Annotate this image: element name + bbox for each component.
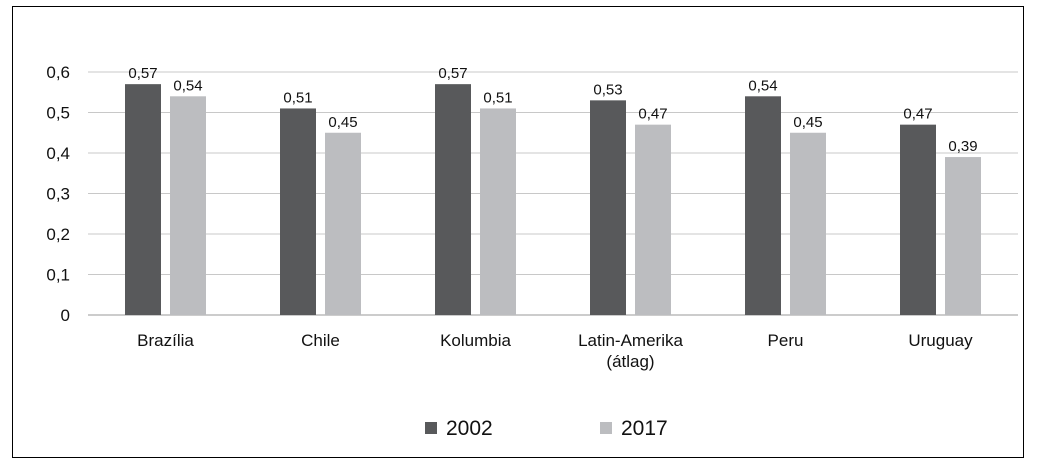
bar-2017	[635, 124, 671, 316]
bar-2017	[790, 132, 826, 315]
data-label: 0,39	[948, 138, 977, 155]
bar-2002	[745, 96, 781, 315]
y-tick-label: 0,3	[46, 185, 70, 204]
data-label: 0,54	[173, 77, 202, 94]
x-tick-label-line: (átlag)	[606, 352, 654, 371]
x-tick-label: Peru	[768, 331, 804, 350]
x-tick-label: Chile	[301, 331, 340, 350]
x-tick-label: Latin-Amerika (átlag)	[578, 331, 683, 371]
y-tick-label: 0,6	[46, 63, 70, 82]
legend-swatch-2002	[425, 422, 437, 434]
x-tick-label-line: Chile	[301, 331, 340, 350]
bar-2002	[900, 124, 936, 316]
legend-label: 2002	[446, 417, 493, 440]
data-label: 0,57	[438, 65, 467, 82]
y-tick-label: 0	[61, 306, 70, 325]
y-tick-label: 0,2	[46, 225, 70, 244]
bar-2002	[590, 100, 626, 315]
x-tick-label-line: Latin-Amerika	[578, 331, 683, 350]
legend-label: 2017	[621, 417, 668, 440]
bar-2002	[125, 84, 161, 316]
x-tick-label-line: Kolumbia	[440, 331, 511, 350]
data-label: 0,47	[903, 106, 932, 123]
bar-2017	[480, 108, 516, 315]
bar-2017	[325, 132, 361, 315]
x-tick-label-line: Brazília	[137, 331, 194, 350]
y-tick-label: 0,1	[46, 266, 70, 285]
data-label: 0,45	[793, 114, 822, 131]
data-label: 0,47	[638, 106, 667, 123]
x-tick-label-line: Uruguay	[908, 331, 973, 350]
data-label: 0,57	[128, 65, 157, 82]
y-tick-label: 0,4	[46, 144, 70, 163]
data-label: 0,45	[328, 114, 357, 131]
bar-2002	[280, 108, 316, 315]
x-tick-label: Uruguay	[908, 331, 973, 350]
bar-2002	[435, 84, 471, 316]
x-tick-label: Kolumbia	[440, 331, 511, 350]
bar-2017	[945, 157, 981, 315]
data-label: 0,54	[748, 77, 777, 94]
x-tick-label: Brazília	[137, 331, 194, 350]
y-tick-label: 0,5	[46, 104, 70, 123]
data-label: 0,51	[483, 89, 512, 106]
data-label: 0,53	[593, 81, 622, 98]
data-label: 0,51	[283, 89, 312, 106]
bar-2017	[170, 96, 206, 315]
legend-swatch-2017	[600, 422, 612, 434]
x-tick-label-line: Peru	[768, 331, 804, 350]
